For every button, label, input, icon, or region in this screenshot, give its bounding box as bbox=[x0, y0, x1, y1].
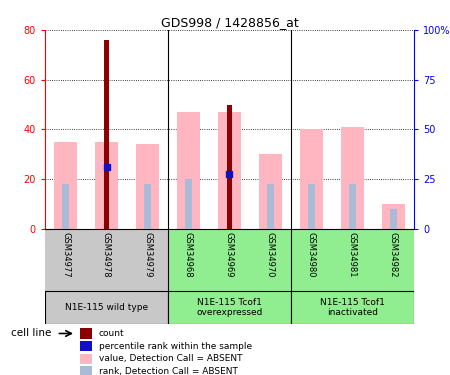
Text: N1E-115 Tcof1
overexpressed: N1E-115 Tcof1 overexpressed bbox=[196, 298, 263, 317]
Bar bbox=[45, 291, 168, 324]
Bar bbox=[259, 154, 282, 229]
Text: GSM34970: GSM34970 bbox=[266, 232, 275, 278]
Bar bbox=[62, 184, 69, 229]
Bar bbox=[341, 127, 364, 229]
Bar bbox=[308, 184, 315, 229]
Text: GSM34979: GSM34979 bbox=[143, 232, 152, 278]
Bar bbox=[291, 291, 414, 324]
Bar bbox=[80, 341, 92, 351]
Text: GSM34980: GSM34980 bbox=[307, 232, 316, 278]
Text: GSM34969: GSM34969 bbox=[225, 232, 234, 278]
Bar bbox=[218, 112, 241, 229]
Text: N1E-115 wild type: N1E-115 wild type bbox=[65, 303, 148, 312]
Text: percentile rank within the sample: percentile rank within the sample bbox=[99, 342, 252, 351]
Text: count: count bbox=[99, 329, 125, 338]
Text: rank, Detection Call = ABSENT: rank, Detection Call = ABSENT bbox=[99, 367, 238, 375]
Bar bbox=[291, 229, 414, 291]
Bar bbox=[168, 291, 291, 324]
Text: cell line: cell line bbox=[11, 328, 52, 339]
Bar bbox=[349, 184, 356, 229]
Text: N1E-115 Tcof1
inactivated: N1E-115 Tcof1 inactivated bbox=[320, 298, 385, 317]
Bar bbox=[144, 184, 151, 229]
Bar bbox=[382, 204, 405, 229]
Bar bbox=[267, 184, 274, 229]
Bar bbox=[45, 229, 168, 291]
Bar bbox=[390, 209, 397, 229]
Text: GSM34981: GSM34981 bbox=[348, 232, 357, 278]
Bar bbox=[136, 144, 159, 229]
Text: GSM34978: GSM34978 bbox=[102, 232, 111, 278]
Bar bbox=[177, 112, 200, 229]
Title: GDS998 / 1428856_at: GDS998 / 1428856_at bbox=[161, 16, 298, 29]
Text: GSM34968: GSM34968 bbox=[184, 232, 193, 278]
Bar bbox=[300, 129, 323, 229]
Bar bbox=[168, 229, 291, 291]
Bar bbox=[185, 179, 192, 229]
Bar bbox=[227, 105, 232, 229]
Bar bbox=[80, 328, 92, 339]
Text: GSM34977: GSM34977 bbox=[61, 232, 70, 278]
Bar bbox=[80, 354, 92, 364]
Bar bbox=[95, 142, 118, 229]
Text: GSM34982: GSM34982 bbox=[389, 232, 398, 278]
Bar bbox=[104, 40, 109, 229]
Bar bbox=[80, 366, 92, 375]
Bar bbox=[54, 142, 77, 229]
Text: value, Detection Call = ABSENT: value, Detection Call = ABSENT bbox=[99, 354, 243, 363]
